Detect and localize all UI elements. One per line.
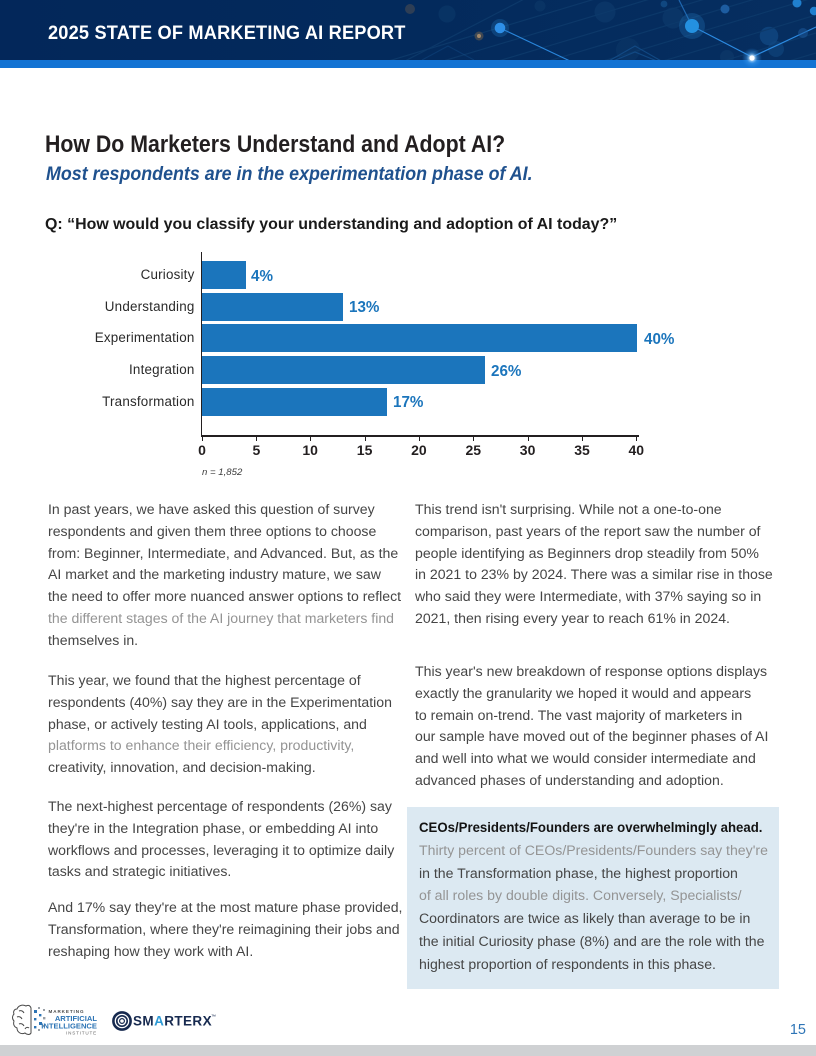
svg-text:SMARTERX: SMARTERX xyxy=(133,1014,212,1029)
svg-text:MARKETING: MARKETING xyxy=(49,1009,85,1014)
svg-text:INSTITUTE: INSTITUTE xyxy=(66,1031,97,1036)
svg-text:INTELLIGENCE: INTELLIGENCE xyxy=(41,1022,97,1031)
svg-text:™: ™ xyxy=(211,1014,216,1020)
svg-text:ARTIFICIAL: ARTIFICIAL xyxy=(55,1014,98,1023)
